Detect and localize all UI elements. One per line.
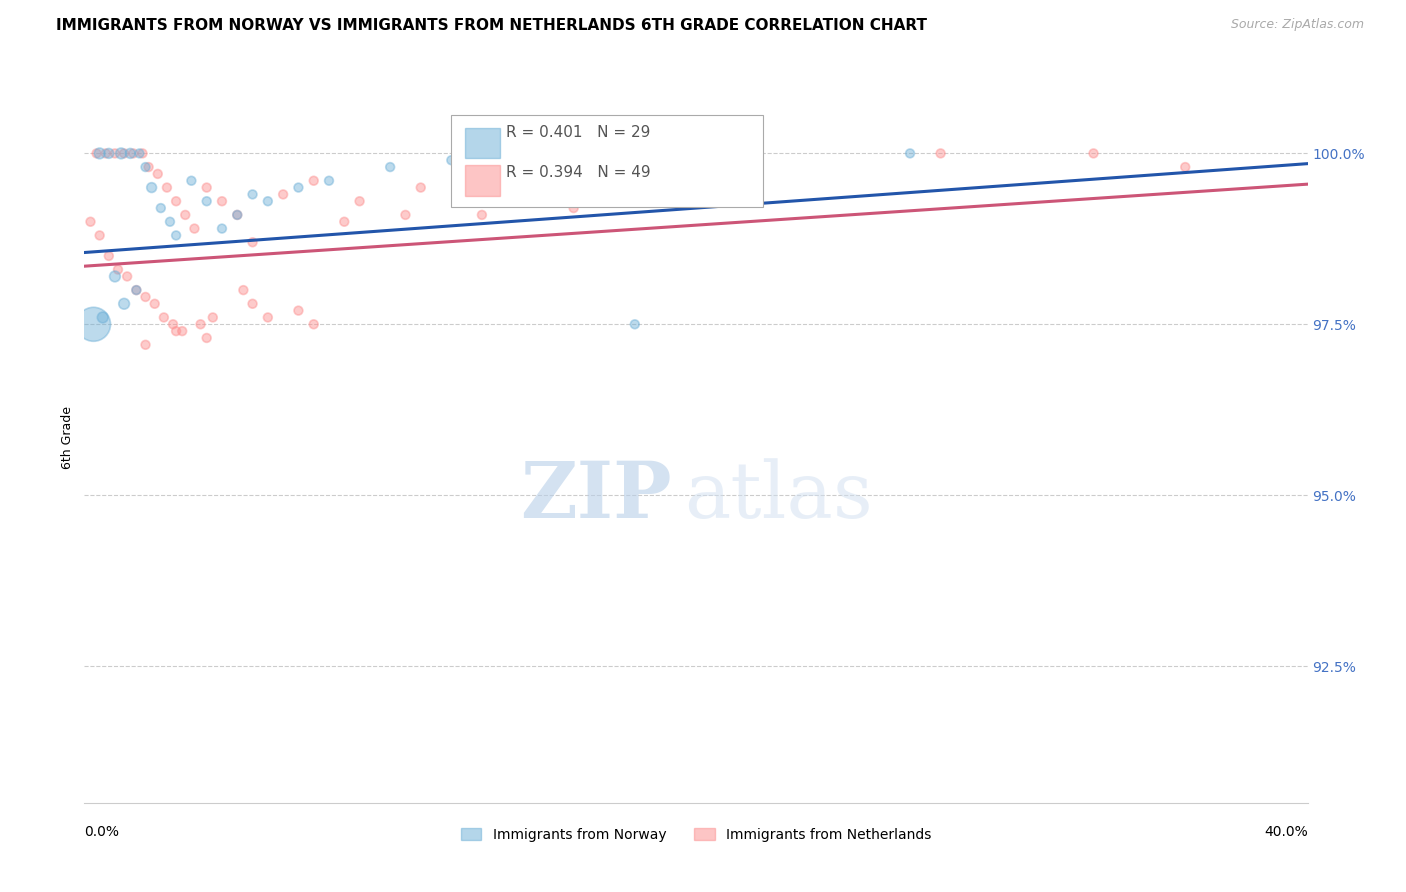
Point — [125, 283, 148, 297]
Point — [380, 160, 402, 174]
Point — [318, 174, 340, 188]
Point — [153, 310, 176, 325]
Point — [190, 318, 212, 332]
Text: 0.0%: 0.0% — [84, 825, 120, 838]
Point — [440, 153, 463, 168]
Point — [183, 221, 205, 235]
Point — [201, 310, 224, 325]
Point — [89, 228, 111, 243]
Point — [159, 215, 181, 229]
Point — [165, 194, 187, 209]
Point — [1083, 146, 1105, 161]
Point — [165, 228, 187, 243]
Point — [86, 146, 108, 161]
Point — [104, 269, 127, 284]
Point — [104, 146, 127, 161]
Point — [195, 331, 218, 345]
Point — [141, 180, 163, 194]
Point — [242, 187, 264, 202]
Y-axis label: 6th Grade: 6th Grade — [60, 406, 75, 468]
Point — [747, 187, 769, 202]
Point — [333, 215, 356, 229]
Point — [211, 194, 233, 209]
Point — [128, 146, 150, 161]
Point — [131, 146, 153, 161]
Point — [929, 146, 952, 161]
Point — [115, 269, 138, 284]
Point — [135, 160, 157, 174]
Point — [226, 208, 249, 222]
Point — [242, 297, 264, 311]
Point — [302, 174, 325, 188]
Point — [165, 324, 187, 338]
Point — [149, 201, 172, 215]
Point — [624, 318, 647, 332]
Legend: Immigrants from Norway, Immigrants from Netherlands: Immigrants from Norway, Immigrants from … — [456, 822, 936, 847]
Point — [79, 215, 101, 229]
Point — [97, 146, 120, 161]
Point — [135, 338, 157, 352]
Point — [94, 146, 117, 161]
Point — [287, 180, 309, 194]
Point — [156, 180, 179, 194]
Text: R = 0.401   N = 29: R = 0.401 N = 29 — [506, 125, 651, 139]
Point — [135, 290, 157, 304]
Point — [107, 262, 129, 277]
Point — [531, 146, 554, 161]
Point — [172, 324, 194, 338]
Point — [195, 180, 218, 194]
Text: ZIP: ZIP — [520, 458, 672, 533]
Point — [394, 208, 416, 222]
Text: IMMIGRANTS FROM NORWAY VS IMMIGRANTS FROM NETHERLANDS 6TH GRADE CORRELATION CHAR: IMMIGRANTS FROM NORWAY VS IMMIGRANTS FRO… — [56, 18, 927, 33]
Text: 40.0%: 40.0% — [1264, 825, 1308, 838]
Point — [112, 297, 135, 311]
Point — [91, 310, 114, 325]
Point — [1174, 160, 1197, 174]
FancyBboxPatch shape — [465, 165, 501, 195]
Point — [112, 146, 135, 161]
Point — [146, 167, 169, 181]
Point — [97, 249, 120, 263]
Point — [83, 318, 105, 332]
Point — [89, 146, 111, 161]
Point — [257, 310, 280, 325]
Point — [195, 194, 218, 209]
Point — [302, 318, 325, 332]
Point — [242, 235, 264, 250]
Point — [143, 297, 166, 311]
Text: R = 0.394   N = 49: R = 0.394 N = 49 — [506, 165, 651, 180]
Point — [211, 221, 233, 235]
Point — [287, 303, 309, 318]
Point — [257, 194, 280, 209]
Point — [125, 283, 148, 297]
Point — [138, 160, 160, 174]
Text: atlas: atlas — [683, 458, 873, 533]
Point — [562, 201, 585, 215]
Point — [162, 318, 184, 332]
FancyBboxPatch shape — [465, 128, 501, 159]
Point — [226, 208, 249, 222]
Point — [110, 146, 132, 161]
Point — [271, 187, 294, 202]
Point — [409, 180, 432, 194]
FancyBboxPatch shape — [451, 115, 763, 207]
Point — [180, 174, 202, 188]
Point — [471, 208, 494, 222]
Point — [174, 208, 197, 222]
Point — [349, 194, 371, 209]
Text: Source: ZipAtlas.com: Source: ZipAtlas.com — [1230, 18, 1364, 31]
Point — [122, 146, 145, 161]
Point — [120, 146, 142, 161]
Point — [502, 160, 524, 174]
Point — [232, 283, 254, 297]
Point — [898, 146, 921, 161]
